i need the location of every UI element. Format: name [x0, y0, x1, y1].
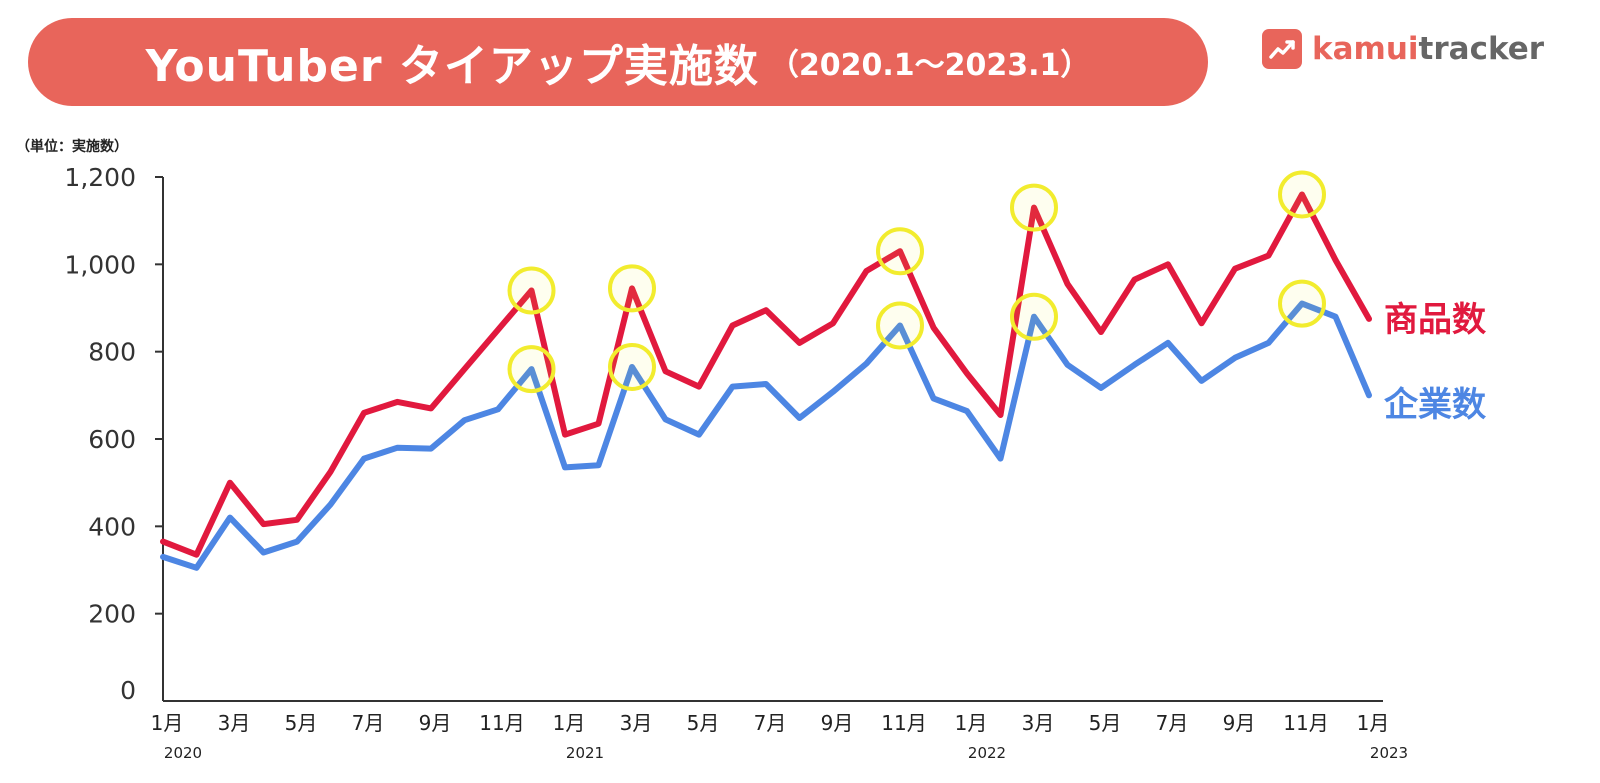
y-tick-label: 400 — [88, 512, 136, 541]
highlight-circle — [876, 301, 924, 350]
y-tick-label: 1,000 — [64, 250, 136, 279]
highlight-circle — [507, 345, 556, 394]
brand-name-part1: kamui — [1312, 31, 1419, 67]
highlight-circle — [1010, 292, 1058, 341]
x-tick-label: 7月 — [754, 711, 787, 735]
x-tick-label: 9月 — [1223, 711, 1256, 735]
y-tick-label: 200 — [88, 600, 136, 629]
year-label: 2023 — [1370, 744, 1408, 762]
highlight-circle — [608, 342, 656, 391]
series-line-product-count — [160, 191, 1372, 558]
x-tick-label: 9月 — [419, 711, 452, 735]
x-tick-label: 9月 — [821, 711, 854, 735]
chart-title: YouTuber タイアップ実施数 — [145, 41, 759, 92]
x-tick-label: 5月 — [285, 711, 318, 735]
brand-name: kamuitracker — [1312, 31, 1544, 67]
highlight-circle — [1278, 170, 1326, 219]
highlight-circle — [507, 266, 556, 315]
unit-label: （単位：実施数） — [16, 139, 128, 155]
year-label: 2020 — [164, 744, 202, 762]
chart-period: （2020.1～2023.1） — [768, 48, 1091, 83]
brand-logo: kamuitracker — [1262, 28, 1544, 70]
brand-name-part2: tracker — [1418, 31, 1545, 67]
x-tick-label: 1月 — [1357, 711, 1390, 735]
highlight-circle — [608, 264, 656, 313]
year-label: 2022 — [968, 744, 1006, 762]
y-tick-label: 1,200 — [64, 163, 136, 192]
legend-company-count: 企業数 — [1384, 385, 1486, 425]
x-tick-label: 1月 — [151, 711, 184, 735]
x-tick-label: 1月 — [955, 711, 988, 735]
y-tick-label: 800 — [88, 338, 136, 367]
x-tick-label: 11月 — [881, 711, 926, 735]
title-banner: YouTuber タイアップ実施数 （2020.1～2023.1） — [28, 18, 1208, 106]
x-tick-label: 1月 — [553, 711, 586, 735]
highlight-circle — [876, 227, 924, 276]
y-tick-label: 600 — [88, 425, 136, 454]
x-tick-label: 7月 — [1156, 711, 1189, 735]
x-tick-label: 11月 — [479, 711, 524, 735]
series-line-company-count — [160, 300, 1372, 571]
highlight-circle — [1010, 183, 1058, 232]
year-label: 2021 — [566, 744, 604, 762]
x-tick-label: 5月 — [687, 711, 720, 735]
x-tick-label: 11月 — [1283, 711, 1328, 735]
y-tick-label: 0 — [120, 676, 136, 705]
highlight-circle — [1278, 279, 1326, 328]
x-tick-label: 3月 — [620, 711, 653, 735]
x-tick-label: 7月 — [352, 711, 385, 735]
x-tick-label: 3月 — [1022, 711, 1055, 735]
trend-chart-icon — [1262, 29, 1302, 69]
x-tick-label: 5月 — [1089, 711, 1122, 735]
x-tick-label: 3月 — [218, 711, 251, 735]
legend-product-count: 商品数 — [1384, 300, 1486, 340]
